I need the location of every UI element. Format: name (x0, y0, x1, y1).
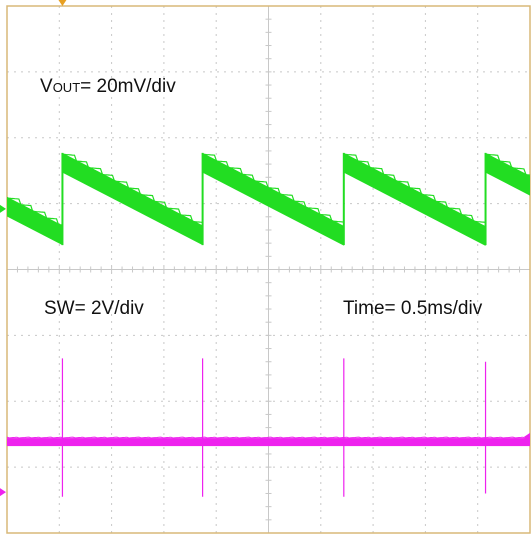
vout-trace-noise (62, 153, 203, 223)
vout-trace-noise (485, 153, 531, 176)
vout-trace-segment (62, 152, 203, 246)
trigger-position-marker (58, 0, 67, 6)
vout-trace-noise (6, 197, 63, 226)
sw-trace-baseline (7, 438, 530, 447)
vout-trace-segment (7, 196, 63, 246)
sw-trace-noise (6, 436, 530, 439)
traces (6, 152, 531, 497)
vout-trace-noise (343, 153, 486, 223)
vout-label-prefix: V (40, 76, 53, 97)
time-scale-label: Time= 0.5ms/div (343, 298, 483, 319)
vout-trace-segment (485, 152, 530, 196)
sw-scale-label: SW= 2V/div (44, 298, 144, 319)
graticule (6, 5, 531, 534)
markers (0, 0, 530, 497)
vout-scale-label: VOUT= 20mV/div (40, 76, 176, 97)
plot-frame (6, 5, 531, 534)
sw-channel-marker (0, 488, 6, 497)
vout-label-subscript: OUT (53, 80, 81, 95)
vout-channel-marker (0, 204, 6, 213)
vout-trace-segment (343, 152, 486, 246)
vout-label-scale: = 20mV/div (80, 76, 176, 97)
trigger-level-marker (524, 432, 530, 441)
vout-trace-segment (202, 152, 344, 246)
vout-trace-noise (202, 153, 344, 223)
